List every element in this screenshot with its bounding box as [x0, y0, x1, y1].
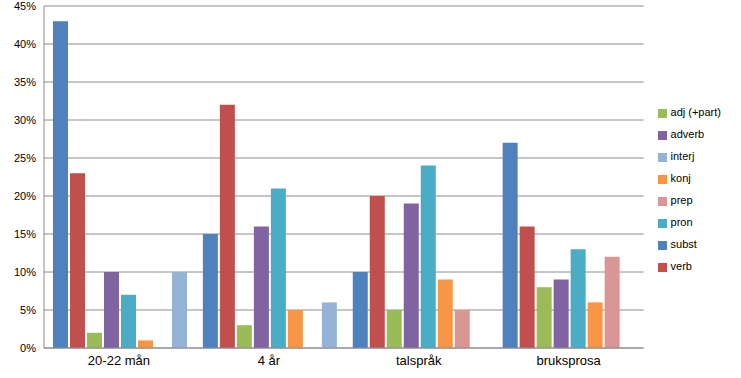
svg-text:5%: 5%: [20, 304, 36, 316]
svg-text:4 år: 4 år: [258, 353, 281, 368]
html-text:prep: prep: [670, 194, 693, 206]
svg-text:20-22 mån: 20-22 mån: [88, 353, 150, 368]
svg-text:15%: 15%: [14, 228, 36, 240]
html-text:konj: konj: [670, 172, 691, 184]
svg-text:10%: 10%: [14, 266, 36, 278]
html-text:interj: interj: [670, 150, 695, 162]
svg-text:35%: 35%: [14, 76, 36, 88]
svg-text:30%: 30%: [14, 114, 36, 126]
svg-text:bruksprosa: bruksprosa: [536, 353, 601, 368]
svg-text:45%: 45%: [14, 0, 36, 12]
html-text:verb: verb: [670, 260, 692, 272]
svg-text:20%: 20%: [14, 190, 36, 202]
html-text:adverb: adverb: [670, 128, 705, 140]
html-text:adj (+part): adj (+part): [670, 106, 721, 118]
html-text:pron: pron: [670, 216, 693, 228]
svg-text:40%: 40%: [14, 38, 36, 50]
svg-text:0%: 0%: [20, 342, 36, 354]
svg-text:talspråk: talspråk: [396, 353, 442, 368]
html-text:subst: subst: [670, 238, 697, 250]
svg-text:25%: 25%: [14, 152, 36, 164]
